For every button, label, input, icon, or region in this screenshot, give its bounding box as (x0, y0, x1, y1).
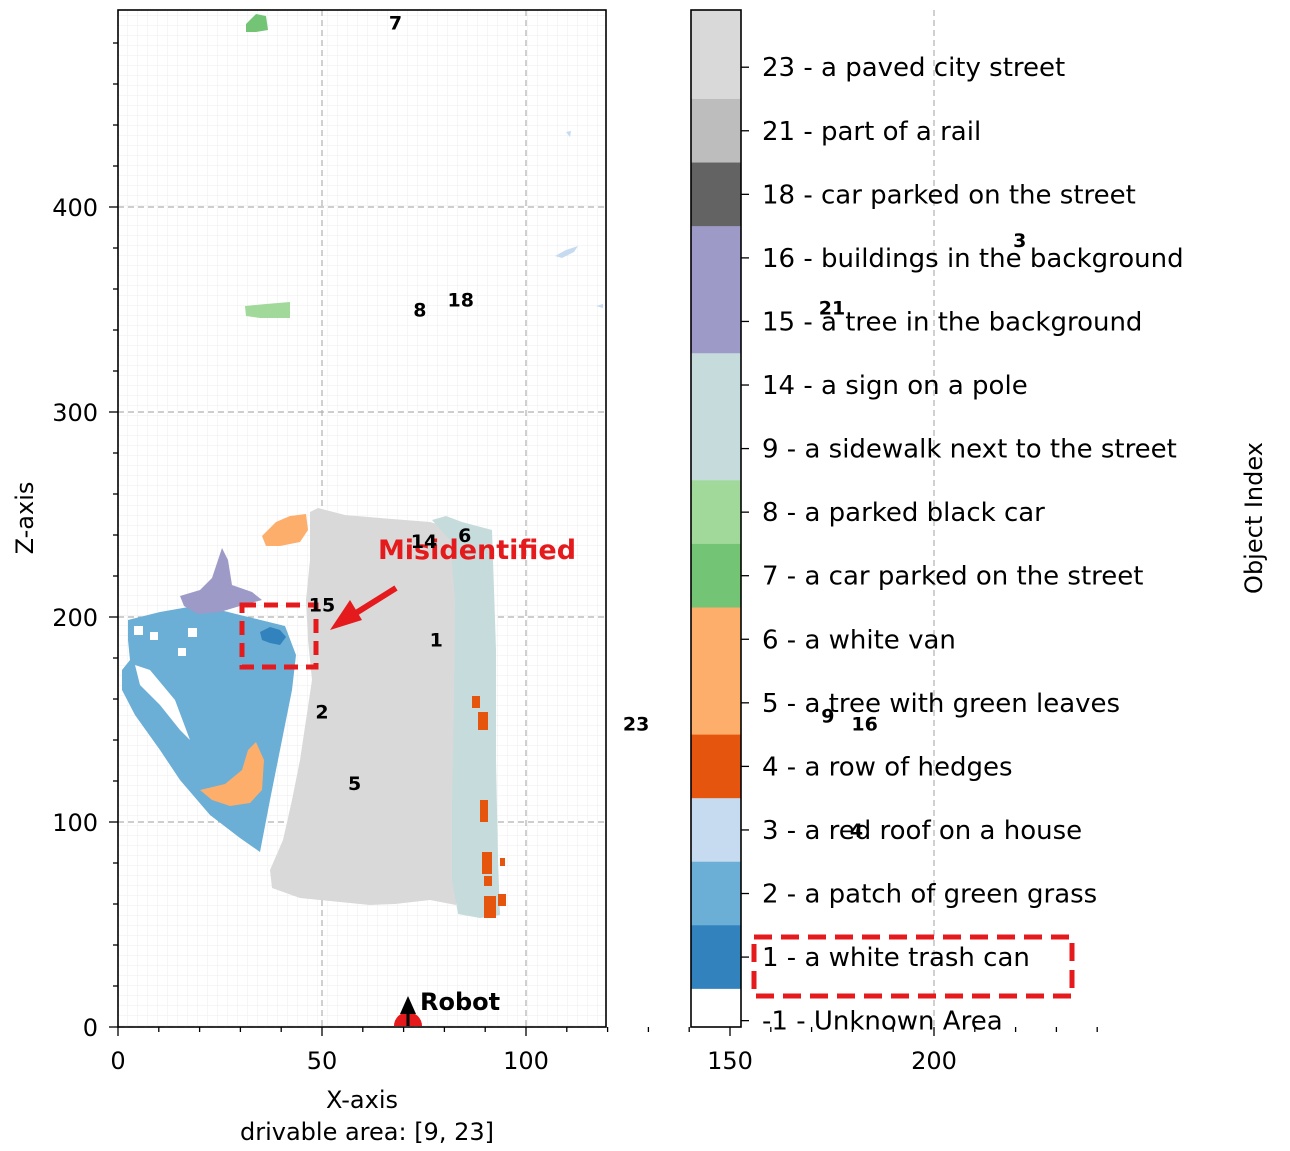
region-label: 8 (413, 300, 426, 322)
y-tick-label: 0 (83, 1014, 98, 1042)
plot-frame (117, 9, 607, 1028)
colorbar-swatch (691, 162, 741, 227)
legend-entry: -1 - Unknown Area (762, 1007, 1003, 1037)
x-axis-label: X-axis (326, 1086, 398, 1114)
legend-entry: 8 - a parked black car (762, 498, 1045, 528)
region-label: 6 (458, 525, 471, 547)
colorbar: 23 - a paved city street 21 - part of a r… (690, 9, 1184, 1037)
region-grass-hole (135, 665, 190, 740)
colorbar-swatch (691, 607, 741, 672)
region-label: 2 (315, 701, 328, 723)
legend-entry: 9 - a sidewalk next to the street (762, 435, 1177, 465)
region-car-parked (246, 14, 268, 32)
region-label: 16 (851, 714, 877, 736)
robot-marker (394, 996, 422, 1026)
region-tree-leaves (200, 742, 264, 806)
legend-entry: 15 - a tree in the background (762, 307, 1142, 337)
grass-gap (178, 648, 186, 656)
y-tick-label: 200 (52, 604, 98, 632)
legend-entry: 1 - a white trash can (762, 943, 1030, 973)
colorbar-swatch (691, 416, 741, 481)
region-label: 14 (411, 531, 437, 553)
region-red-roof (555, 246, 578, 258)
y-axis-ticks: 0 100 200 300 400 (52, 42, 118, 1042)
colorbar-swatch (691, 543, 741, 608)
colorbar-swatch (691, 480, 741, 545)
legend-entry: 5 - a tree with green leaves (762, 689, 1120, 719)
colorbar-swatch (691, 988, 741, 1028)
x-tick-label: 100 (503, 1047, 549, 1075)
robot-label: Robot (420, 988, 500, 1016)
robot-heading-arrow-icon (400, 996, 416, 1014)
legend-entry: 7 - a car parked on the street (762, 562, 1143, 592)
region-label: 3 (1013, 230, 1026, 252)
grass-gap (188, 628, 197, 637)
region-label: 1 (430, 630, 443, 652)
legend-entry: 4 - a row of hedges (762, 752, 1013, 782)
x-tick-label: 200 (911, 1047, 957, 1075)
y-tick-label: 100 (52, 809, 98, 837)
region-tree-background (180, 548, 262, 614)
colorbar-swatch (691, 925, 741, 990)
region-red-roof-fragment (566, 131, 571, 137)
region-label: 21 (819, 297, 845, 319)
legend-entry: 14 - a sign on a pole (762, 371, 1028, 401)
region-label: 5 (348, 773, 361, 795)
grass-gap (134, 626, 143, 635)
region-label: 23 (623, 714, 649, 736)
region-label: 18 (447, 289, 473, 311)
colorbar-swatch (691, 798, 741, 863)
colorbar-swatch (691, 226, 741, 291)
colorbar-frame (690, 9, 742, 1028)
legend-entry: 3 - a red roof on a house (762, 816, 1082, 846)
colorbar-swatch (691, 10, 741, 100)
misidentified-arrow-head (330, 600, 362, 630)
region-parked-car (245, 302, 290, 318)
region-trash-can (260, 627, 286, 645)
region-label: 15 (309, 595, 335, 617)
colorbar-swatch (691, 289, 741, 354)
colorbar-label: Object Index (1240, 442, 1268, 594)
colorbar-swatch (691, 671, 741, 736)
region-label: 9 (821, 705, 834, 727)
misidentified-label: Misidentified (378, 535, 576, 566)
x-tick-label: 150 (707, 1047, 753, 1075)
y-tick-label: 400 (52, 194, 98, 222)
legend-entry: 16 - buildings in the background (762, 244, 1184, 274)
legend-entry: 6 - a white van (762, 625, 956, 655)
x-tick-label: 0 (110, 1047, 125, 1075)
region-hedges (472, 696, 506, 918)
x-tick-label: 50 (307, 1047, 338, 1075)
colorbar-swatch (691, 734, 741, 799)
x-axis-ticks: 0 50 100 150 200 (110, 1027, 1098, 1075)
region-label: 7 (389, 13, 402, 35)
y-tick-label: 300 (52, 399, 98, 427)
y-axis-label: Z-axis (11, 482, 39, 555)
colorbar-swatch (691, 861, 741, 926)
colorbar-swatch (691, 353, 741, 418)
region-red-roof-fragment (596, 304, 603, 308)
legend-entry: 21 - part of a rail (762, 117, 981, 147)
legend-entry: 23 - a paved city street (762, 53, 1065, 83)
region-label: 4 (850, 820, 863, 842)
colorbar-swatch (691, 98, 741, 164)
region-white-van (262, 514, 308, 546)
region-labels: 7 3 18 8 21 14 6 15 1 2 23 9 16 5 4 (309, 13, 1027, 843)
grass-gap (150, 632, 158, 640)
plot-area: Misidentified 7 3 18 8 21 14 6 15 1 2 23 9 16 5 4 Robo… (117, 9, 1027, 1028)
legend-entry: 2 - a patch of green grass (762, 880, 1097, 910)
chart-subtitle: drivable area: [9, 23] (240, 1118, 494, 1146)
legend-entry: 18 - car parked on the street (762, 180, 1136, 210)
